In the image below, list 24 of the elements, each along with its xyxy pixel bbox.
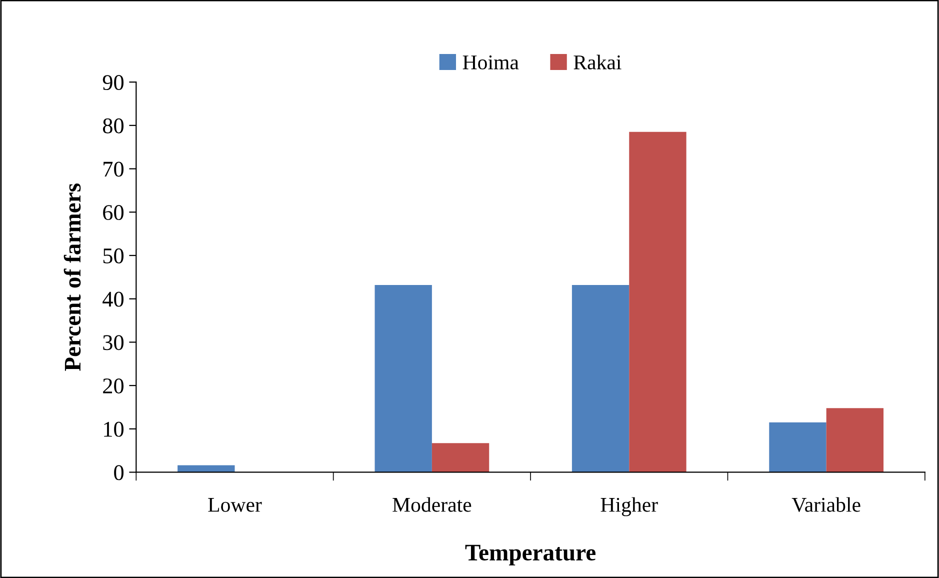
y-axis-title: Percent of farmers <box>64 184 81 371</box>
x-axis-title: Temperature <box>465 544 596 566</box>
bar <box>826 408 884 472</box>
bar <box>374 284 432 472</box>
y-tick-label: 10 <box>104 422 124 437</box>
bar <box>629 132 686 472</box>
y-tick-label: 30 <box>103 335 124 350</box>
legend-label: Rakai <box>574 54 622 70</box>
bar <box>572 284 630 472</box>
bar <box>769 422 826 472</box>
y-tick-label: 20 <box>103 378 124 394</box>
y-tick-label: 0 <box>114 465 124 480</box>
x-tick-label: Lower <box>208 498 262 512</box>
bar <box>432 443 490 472</box>
y-tick-label: 70 <box>104 162 124 177</box>
legend-label: Hoima <box>462 55 519 70</box>
y-tick-label: 80 <box>102 118 124 134</box>
x-tick-label: Moderate <box>392 497 472 512</box>
y-tick-label: 90 <box>102 75 124 90</box>
y-tick-label: 60 <box>103 205 124 220</box>
y-tick-label: 40 <box>102 292 124 307</box>
x-tick-label: Variable <box>792 497 860 512</box>
x-tick-label: Higher <box>600 497 658 516</box>
y-tick-label: 50 <box>103 248 124 264</box>
